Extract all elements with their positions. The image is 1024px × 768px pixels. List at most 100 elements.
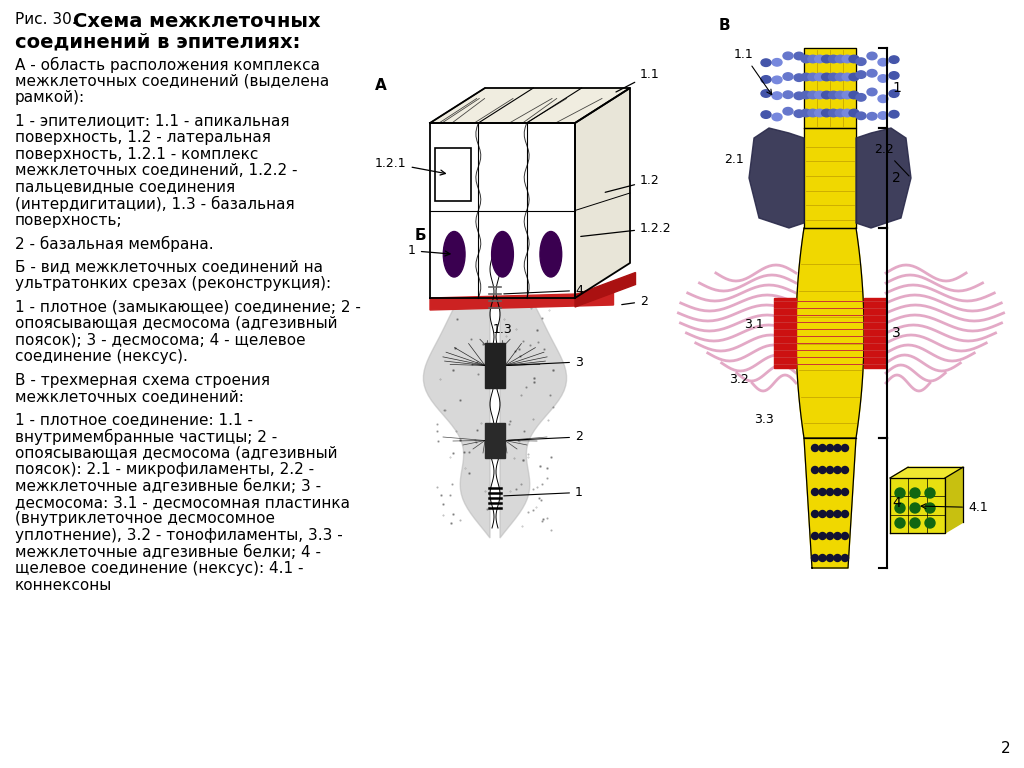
Text: поверхность;: поверхность; bbox=[15, 213, 123, 227]
Ellipse shape bbox=[856, 112, 866, 120]
Circle shape bbox=[842, 445, 849, 452]
Text: 1 - плотное (замыкающее) соединение; 2 -: 1 - плотное (замыкающее) соединение; 2 - bbox=[15, 300, 360, 315]
Polygon shape bbox=[575, 88, 630, 298]
Ellipse shape bbox=[842, 109, 852, 117]
Circle shape bbox=[925, 503, 935, 513]
Ellipse shape bbox=[842, 91, 852, 99]
Text: Схема межклеточных: Схема межклеточных bbox=[73, 12, 321, 31]
Circle shape bbox=[834, 488, 841, 495]
Polygon shape bbox=[575, 273, 636, 307]
Ellipse shape bbox=[815, 55, 824, 63]
Text: 3.3: 3.3 bbox=[754, 413, 774, 426]
Ellipse shape bbox=[801, 91, 811, 99]
Ellipse shape bbox=[761, 90, 771, 98]
Text: межклеточные адгезивные белки; 3 -: межклеточные адгезивные белки; 3 - bbox=[15, 478, 322, 494]
Circle shape bbox=[834, 554, 841, 561]
Polygon shape bbox=[864, 298, 886, 368]
Ellipse shape bbox=[808, 73, 818, 81]
Polygon shape bbox=[796, 228, 864, 438]
Text: В: В bbox=[719, 18, 731, 33]
Ellipse shape bbox=[849, 109, 859, 117]
Ellipse shape bbox=[856, 71, 866, 78]
Ellipse shape bbox=[828, 109, 839, 117]
Text: соединений в эпителиях:: соединений в эпителиях: bbox=[15, 32, 300, 51]
Circle shape bbox=[834, 445, 841, 452]
Polygon shape bbox=[430, 88, 630, 123]
Text: 1 - плотное соединение: 1.1 -: 1 - плотное соединение: 1.1 - bbox=[15, 412, 253, 428]
Polygon shape bbox=[424, 248, 490, 538]
Ellipse shape bbox=[801, 55, 811, 63]
Ellipse shape bbox=[836, 91, 845, 99]
Ellipse shape bbox=[836, 109, 845, 117]
Ellipse shape bbox=[801, 109, 811, 117]
Ellipse shape bbox=[794, 74, 804, 81]
Text: межклеточных соединений:: межклеточных соединений: bbox=[15, 389, 244, 404]
Polygon shape bbox=[500, 248, 566, 538]
Ellipse shape bbox=[821, 55, 831, 63]
Circle shape bbox=[819, 532, 826, 539]
Ellipse shape bbox=[821, 91, 831, 99]
Text: десмосома: 3.1 - десмосомная пластинка: десмосома: 3.1 - десмосомная пластинка bbox=[15, 495, 350, 510]
Text: 3: 3 bbox=[892, 326, 901, 340]
Ellipse shape bbox=[867, 69, 877, 77]
Text: Рис. 30.: Рис. 30. bbox=[15, 12, 82, 27]
Text: межклеточных соединений, 1.2.2 -: межклеточных соединений, 1.2.2 - bbox=[15, 163, 298, 178]
Circle shape bbox=[925, 488, 935, 498]
Text: опоясывающая десмосома (адгезивный: опоясывающая десмосома (адгезивный bbox=[15, 316, 338, 331]
Ellipse shape bbox=[761, 59, 771, 67]
Text: 4: 4 bbox=[892, 496, 901, 510]
Ellipse shape bbox=[808, 55, 818, 63]
Text: 3: 3 bbox=[508, 356, 583, 369]
Circle shape bbox=[819, 511, 826, 518]
Ellipse shape bbox=[867, 88, 877, 96]
Ellipse shape bbox=[821, 109, 831, 117]
Ellipse shape bbox=[878, 58, 888, 66]
Circle shape bbox=[895, 488, 905, 498]
Circle shape bbox=[834, 532, 841, 539]
Circle shape bbox=[811, 554, 818, 561]
Ellipse shape bbox=[443, 231, 465, 277]
Text: (интердигитации), 1.3 - базальная: (интердигитации), 1.3 - базальная bbox=[15, 196, 295, 212]
Text: поверхность, 1.2.1 - комплекс: поверхность, 1.2.1 - комплекс bbox=[15, 147, 258, 161]
Ellipse shape bbox=[889, 90, 899, 98]
Circle shape bbox=[819, 445, 826, 452]
Ellipse shape bbox=[878, 74, 888, 82]
Text: межклеточные адгезивные белки; 4 -: межклеточные адгезивные белки; 4 - bbox=[15, 545, 321, 560]
Text: 2: 2 bbox=[1000, 741, 1010, 756]
Ellipse shape bbox=[794, 110, 804, 118]
Ellipse shape bbox=[492, 231, 513, 277]
Text: 4.1: 4.1 bbox=[921, 501, 988, 514]
Polygon shape bbox=[774, 298, 796, 368]
Text: 4: 4 bbox=[504, 284, 583, 297]
Polygon shape bbox=[890, 467, 963, 478]
Ellipse shape bbox=[878, 112, 888, 119]
Circle shape bbox=[895, 503, 905, 513]
Circle shape bbox=[842, 488, 849, 495]
Ellipse shape bbox=[889, 56, 899, 64]
Ellipse shape bbox=[772, 92, 782, 99]
Circle shape bbox=[811, 511, 818, 518]
Circle shape bbox=[819, 554, 826, 561]
Ellipse shape bbox=[540, 231, 562, 277]
Circle shape bbox=[842, 554, 849, 561]
Ellipse shape bbox=[836, 55, 845, 63]
Circle shape bbox=[826, 554, 834, 561]
Polygon shape bbox=[749, 128, 804, 228]
Ellipse shape bbox=[878, 95, 888, 103]
Text: (внутриклеточное десмосомное: (внутриклеточное десмосомное bbox=[15, 511, 275, 527]
Ellipse shape bbox=[867, 52, 877, 60]
Text: 1.1: 1.1 bbox=[734, 48, 772, 94]
Polygon shape bbox=[485, 423, 505, 458]
Circle shape bbox=[910, 503, 920, 513]
Text: ультратонких срезах (реконструкция):: ультратонких срезах (реконструкция): bbox=[15, 276, 331, 291]
Ellipse shape bbox=[761, 76, 771, 83]
Text: уплотнение), 3.2 - тонофиламенты, 3.3 -: уплотнение), 3.2 - тонофиламенты, 3.3 - bbox=[15, 528, 343, 543]
Circle shape bbox=[826, 532, 834, 539]
Text: 1.1: 1.1 bbox=[616, 68, 659, 92]
Circle shape bbox=[811, 445, 818, 452]
Circle shape bbox=[842, 511, 849, 518]
Text: пальцевидные соединения: пальцевидные соединения bbox=[15, 180, 236, 194]
Text: 1.3: 1.3 bbox=[493, 323, 512, 336]
Ellipse shape bbox=[801, 73, 811, 81]
Ellipse shape bbox=[849, 73, 859, 81]
